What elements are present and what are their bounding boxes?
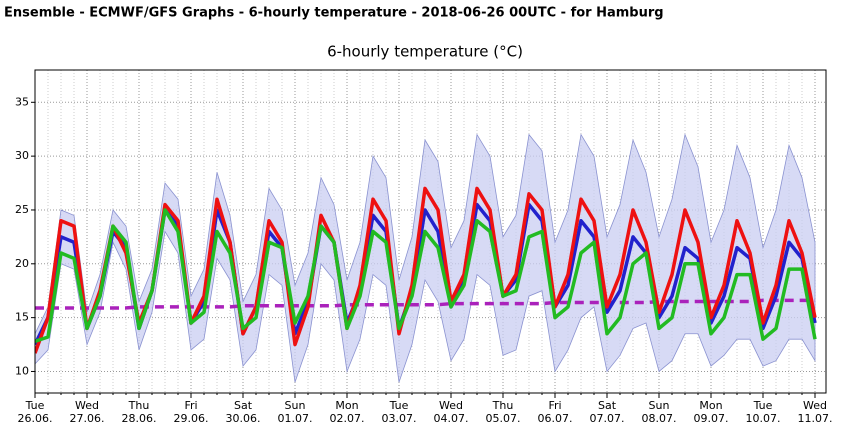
x-tick-label: Thu: [128, 399, 150, 412]
x-tick-date: 05.07.: [486, 412, 521, 425]
x-tick-label: Tue: [389, 399, 409, 412]
x-tick-label: Mon: [699, 399, 722, 412]
x-tick-date: 01.07.: [278, 412, 313, 425]
x-tick-label: Tue: [753, 399, 773, 412]
x-tick-label: Wed: [439, 399, 463, 412]
x-tick-label: Sat: [598, 399, 617, 412]
x-tick-date: 02.07.: [330, 412, 365, 425]
page-header: Ensemble - ECMWF/GFS Graphs - 6-hourly t…: [4, 6, 664, 21]
x-tick-date: 06.07.: [538, 412, 573, 425]
x-tick-label: Fri: [548, 399, 561, 412]
x-tick-date: 11.07.: [798, 412, 833, 425]
x-tick-label: Sun: [649, 399, 670, 412]
y-tick-label: 25: [15, 203, 29, 216]
series-line: [35, 186, 817, 354]
x-tick-label: Mon: [335, 399, 358, 412]
plot-area: [35, 133, 817, 383]
x-tick-date: 29.06.: [174, 412, 209, 425]
x-tick-date: 30.06.: [226, 412, 261, 425]
plot-frame: [34, 69, 827, 394]
x-tick-label: Wed: [803, 399, 827, 412]
x-tick-date: 03.07.: [382, 412, 417, 425]
x-tick-label: Wed: [75, 399, 99, 412]
y-tick-label: 20: [15, 257, 29, 270]
x-tick-date: 26.06.: [18, 412, 53, 425]
x-tick-label: Tue: [25, 399, 45, 412]
x-tick-date: 09.07.: [694, 412, 729, 425]
series-line: [35, 298, 815, 310]
x-tick-label: Sun: [285, 399, 306, 412]
y-tick-label: 15: [15, 311, 29, 324]
x-tick-label: Fri: [184, 399, 197, 412]
chart-title: 6-hourly temperature (°C): [327, 43, 523, 61]
y-tick-label: 35: [15, 95, 29, 108]
x-tick-date: 08.07.: [642, 412, 677, 425]
x-tick-label: Thu: [492, 399, 514, 412]
x-tick-label: Sat: [234, 399, 253, 412]
y-tick-label: 10: [15, 364, 29, 377]
x-tick-date: 10.07.: [746, 412, 781, 425]
y-tick-label: 30: [15, 149, 29, 162]
series-line: [35, 208, 817, 343]
x-tick-date: 27.06.: [70, 412, 105, 425]
x-tick-date: 07.07.: [590, 412, 625, 425]
x-tick-date: 28.06.: [122, 412, 157, 425]
x-tick-date: 04.07.: [434, 412, 469, 425]
axes: 101520253035Tue26.06.Wed27.06.Thu28.06.F…: [15, 95, 833, 425]
